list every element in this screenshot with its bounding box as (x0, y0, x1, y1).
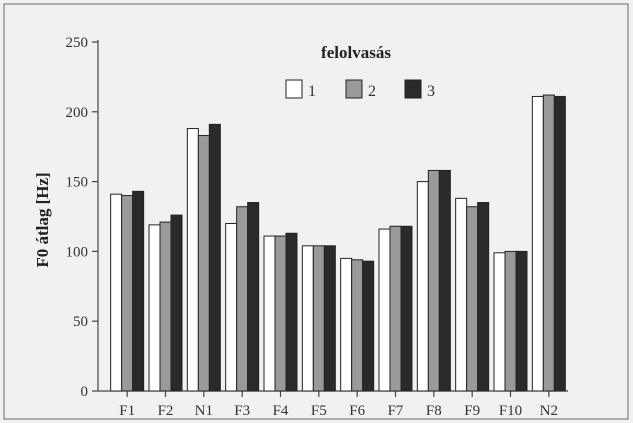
x-tick-label-F1: F1 (119, 403, 135, 419)
bar-F9-series-3 (477, 202, 490, 392)
x-tick-label-F4: F4 (273, 403, 289, 419)
bar-N1-series-2 (197, 135, 210, 392)
legend-swatch-3 (404, 79, 422, 99)
y-tick-label: 150 (66, 175, 89, 191)
x-tick-label-F8: F8 (426, 403, 442, 419)
bar-F6-series-2 (351, 259, 364, 392)
y-tick-label: 100 (66, 244, 89, 260)
bar-F1-series-2 (121, 195, 134, 392)
x-tick-label-F6: F6 (349, 403, 365, 419)
bar-F4-series-2 (274, 235, 287, 392)
bar-F8-series-1 (416, 181, 429, 392)
legend-swatch-2 (345, 79, 363, 99)
legend-label-1: 1 (308, 83, 316, 100)
bar-F1-series-3 (132, 190, 145, 392)
x-tick-label-F7: F7 (388, 403, 404, 419)
legend-label-3: 3 (427, 83, 435, 100)
bars (110, 94, 566, 392)
bar-N1-series-1 (186, 128, 199, 392)
bar-F6-series-1 (340, 257, 353, 392)
y-tick-label: 50 (73, 314, 88, 330)
x-tick-label-F9: F9 (464, 403, 480, 419)
bar-N2-series-3 (553, 95, 566, 392)
bar-F6-series-3 (362, 260, 375, 392)
bar-F3-series-3 (247, 202, 260, 392)
bar-F9-series-2 (466, 206, 479, 392)
bar-F9-series-1 (455, 197, 468, 392)
bar-F10-series-2 (504, 250, 517, 392)
legend: felolvasás 1 2 3 (285, 43, 435, 100)
x-tick-label-N2: N2 (540, 403, 558, 419)
bar-N2-series-2 (542, 94, 555, 392)
bar-F7-series-3 (400, 225, 413, 392)
bar-F3-series-2 (236, 206, 249, 392)
bar-F2-series-1 (148, 224, 161, 392)
bar-F8-series-2 (427, 169, 440, 392)
x-tick-label-F2: F2 (158, 403, 174, 419)
y-tick-label: 200 (66, 105, 89, 121)
bar-F4-series-1 (263, 235, 276, 392)
bar-F5-series-3 (323, 245, 336, 392)
y-axis-label: F0 átlag [Hz] (33, 172, 52, 267)
bar-F7-series-2 (389, 225, 402, 392)
bar-F8-series-3 (438, 169, 451, 392)
bar-F10-series-1 (493, 252, 506, 392)
outer-frame (3, 3, 629, 420)
bar-F2-series-2 (159, 221, 172, 392)
legend-swatch-1 (285, 79, 303, 99)
bar-F2-series-3 (170, 214, 183, 392)
bar-N2-series-1 (531, 95, 544, 392)
bar-F7-series-1 (378, 228, 391, 392)
y-tick-label: 0 (81, 384, 89, 400)
x-tick-label-F5: F5 (311, 403, 327, 419)
bar-F5-series-2 (312, 245, 325, 392)
axes: 0 50 100 150 200 250 F1 F2 N1 F3 F4 F5 F6 F7 F8 F9 F10 N2 (66, 35, 568, 419)
legend-label-2: 2 (368, 83, 376, 100)
bar-F5-series-1 (301, 245, 314, 392)
x-tick-label-F3: F3 (234, 403, 250, 419)
x-tick-label-N1: N1 (195, 403, 213, 419)
x-tick-label-F10: F10 (499, 403, 522, 419)
y-tick-label: 250 (66, 35, 89, 51)
legend-title: felolvasás (321, 43, 391, 62)
bar-F10-series-3 (515, 250, 528, 392)
bar-F3-series-1 (225, 222, 238, 392)
bar-F4-series-3 (285, 232, 298, 392)
bar-F1-series-1 (110, 193, 123, 392)
bar-N1-series-3 (208, 123, 221, 392)
